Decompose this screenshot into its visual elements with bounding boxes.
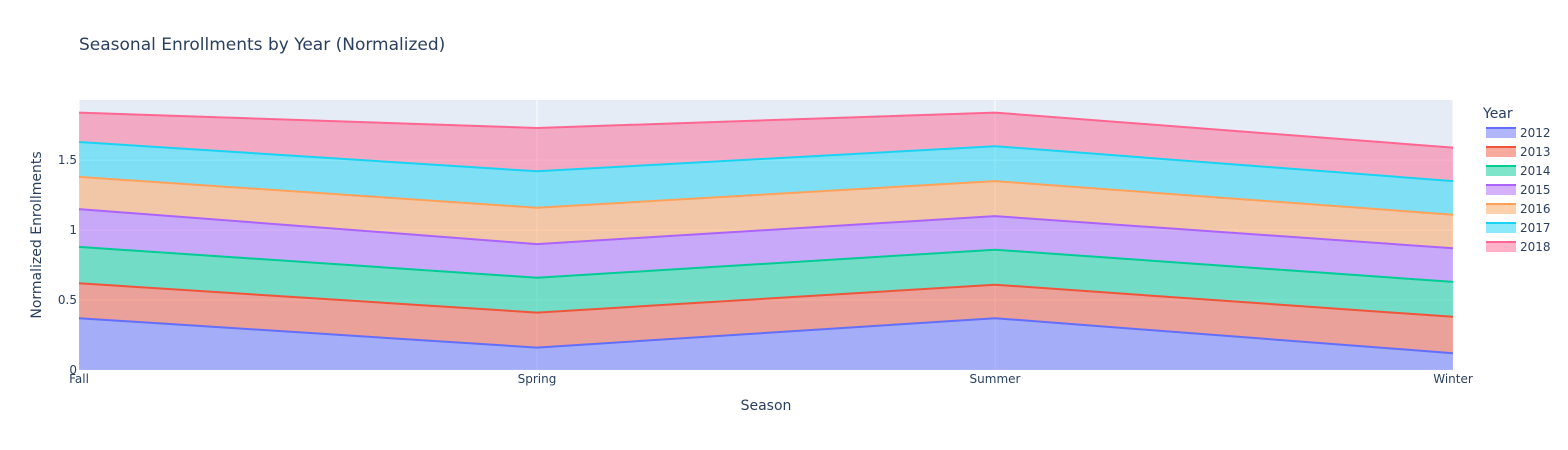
y-tick-label: 1 — [69, 223, 77, 237]
line-series-2017 — [78, 141, 1454, 183]
legend-item-2016[interactable]: 2016 — [1486, 202, 1551, 216]
y-tick-label: 0 — [69, 363, 77, 377]
x-axis-title: Season — [741, 398, 792, 414]
legend-label: 2013 — [1520, 145, 1551, 159]
line-series-2016 — [78, 175, 1454, 216]
legend-swatch — [1486, 166, 1516, 176]
legend-item-2015[interactable]: 2015 — [1486, 183, 1551, 197]
legend-item-2014[interactable]: 2014 — [1486, 164, 1551, 178]
area-series-2012 — [79, 318, 1453, 370]
tick-layer: Fall Spring Summer Winter 0 0.5 1 1.5 — [58, 153, 1473, 386]
legend-swatch — [1486, 147, 1516, 157]
area-series-2015 — [79, 209, 1453, 282]
legend-label: 2014 — [1520, 164, 1551, 178]
x-tick-label: Fall — [69, 372, 89, 386]
legend-label: 2016 — [1520, 202, 1551, 216]
area-series-2013 — [79, 283, 1453, 354]
chart-title: Seasonal Enrollments by Year (Normalized… — [79, 35, 445, 55]
legend-swatch — [1486, 223, 1516, 233]
legend-swatch — [1486, 242, 1516, 252]
legend-title: Year — [1482, 106, 1513, 122]
legend-swatch — [1486, 204, 1516, 214]
legend-swatch — [1486, 185, 1516, 195]
area-series-2018 — [79, 112, 1453, 182]
legend-label: 2015 — [1520, 183, 1551, 197]
x-tick-label: Spring — [518, 372, 557, 386]
line-series-2018 — [78, 111, 1454, 149]
legend-item-2017[interactable]: 2017 — [1486, 221, 1551, 235]
legend-item-2013[interactable]: 2013 — [1486, 145, 1551, 159]
line-series-2013 — [78, 282, 1454, 318]
line-series-2014 — [78, 245, 1454, 283]
legend-label: 2018 — [1520, 240, 1551, 254]
area-layer — [78, 111, 1454, 370]
area-series-2017 — [79, 142, 1453, 215]
legend-label: 2017 — [1520, 221, 1551, 235]
x-tick-label: Summer — [970, 372, 1021, 386]
area-series-2016 — [79, 176, 1453, 249]
x-tick-label: Winter — [1433, 372, 1473, 386]
y-axis-title: Normalized Enrollments — [29, 151, 45, 318]
line-series-2012 — [78, 317, 1454, 355]
legend-item-2018[interactable]: 2018 — [1486, 240, 1551, 254]
legend-label: 2012 — [1520, 126, 1551, 140]
legend: Year 2012 2013 2014 2015 2016 2017 2018 — [1482, 106, 1551, 254]
area-series-2014 — [79, 246, 1453, 317]
legend-swatch — [1486, 128, 1516, 138]
line-series-2015 — [78, 208, 1454, 250]
legend-item-2012[interactable]: 2012 — [1486, 126, 1551, 140]
y-tick-label: 1.5 — [58, 153, 77, 167]
y-tick-label: 0.5 — [58, 293, 77, 307]
